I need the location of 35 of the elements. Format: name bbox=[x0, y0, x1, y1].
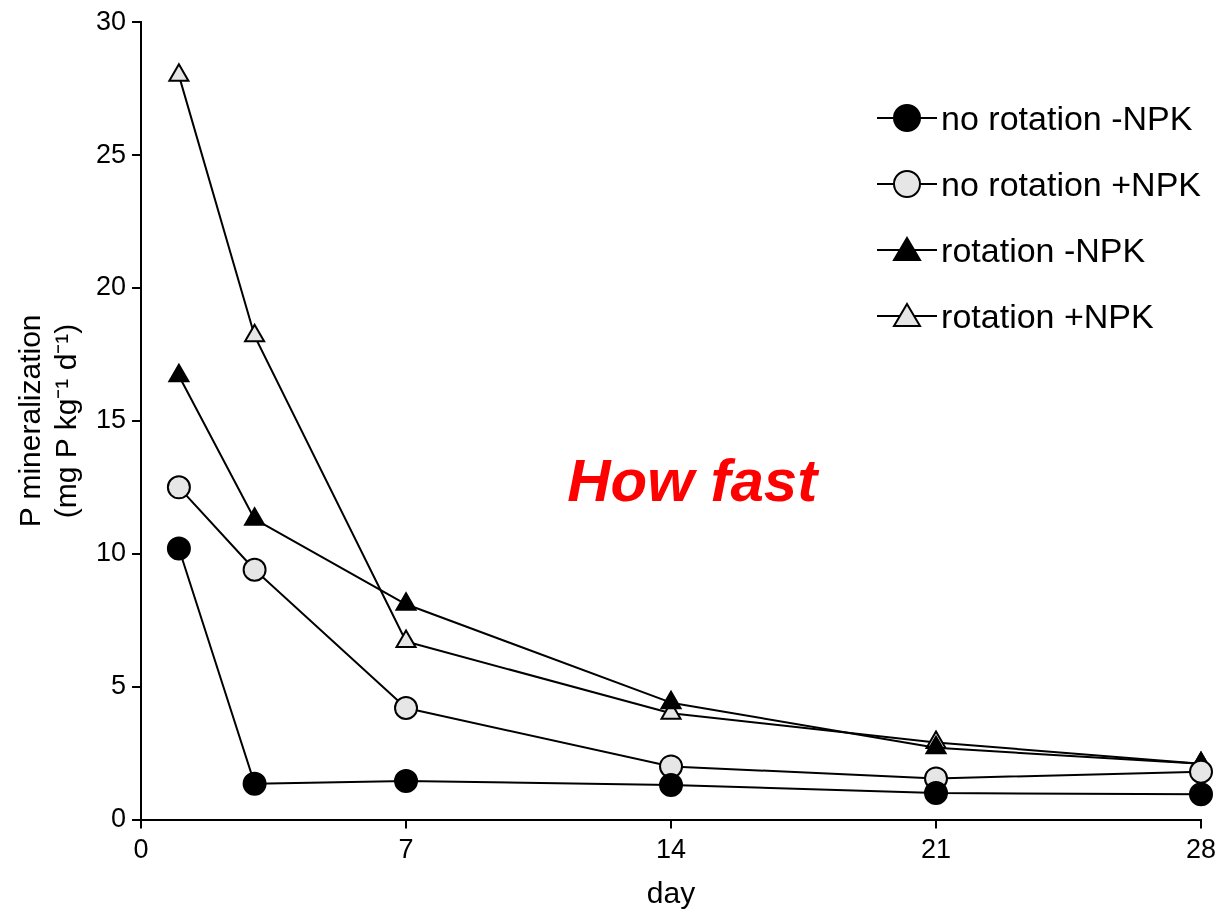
point bbox=[166, 536, 191, 561]
point bbox=[394, 769, 419, 794]
y-tick-label: 10 bbox=[95, 537, 127, 568]
x-tick-label: 0 bbox=[133, 834, 149, 865]
x-tick-label: 7 bbox=[398, 834, 414, 865]
point bbox=[244, 323, 266, 343]
y-tick-label: 5 bbox=[111, 670, 127, 701]
x-tick-label: 14 bbox=[655, 834, 687, 865]
y-tick-label: 30 bbox=[95, 5, 127, 36]
point bbox=[166, 475, 191, 500]
point bbox=[168, 63, 190, 82]
point bbox=[168, 363, 190, 383]
legend-label: no rotation -NPK bbox=[941, 98, 1193, 139]
x-tick-label: 28 bbox=[1185, 834, 1217, 865]
point bbox=[659, 773, 684, 798]
point bbox=[244, 507, 266, 526]
annotation: How fast bbox=[567, 447, 821, 515]
point bbox=[1189, 759, 1213, 784]
y-axis-title: P mineralization (mg P kg⁻¹ d⁻¹) bbox=[13, 314, 83, 528]
point bbox=[395, 629, 417, 649]
point bbox=[395, 592, 417, 611]
y-tick-label: 0 bbox=[111, 803, 127, 834]
x-axis-title: day bbox=[646, 876, 696, 910]
x-tick-label: 21 bbox=[920, 834, 952, 865]
point bbox=[924, 781, 949, 806]
legend-label: rotation +NPK bbox=[941, 296, 1154, 337]
point bbox=[242, 557, 267, 582]
legend-label: no rotation +NPK bbox=[941, 164, 1201, 205]
point bbox=[394, 695, 419, 720]
y-tick-label: 15 bbox=[95, 404, 127, 435]
point bbox=[1189, 782, 1213, 807]
point bbox=[242, 771, 267, 796]
y-tick-label: 25 bbox=[95, 138, 127, 169]
legend-label: rotation -NPK bbox=[941, 230, 1146, 271]
y-tick-label: 20 bbox=[95, 271, 127, 302]
